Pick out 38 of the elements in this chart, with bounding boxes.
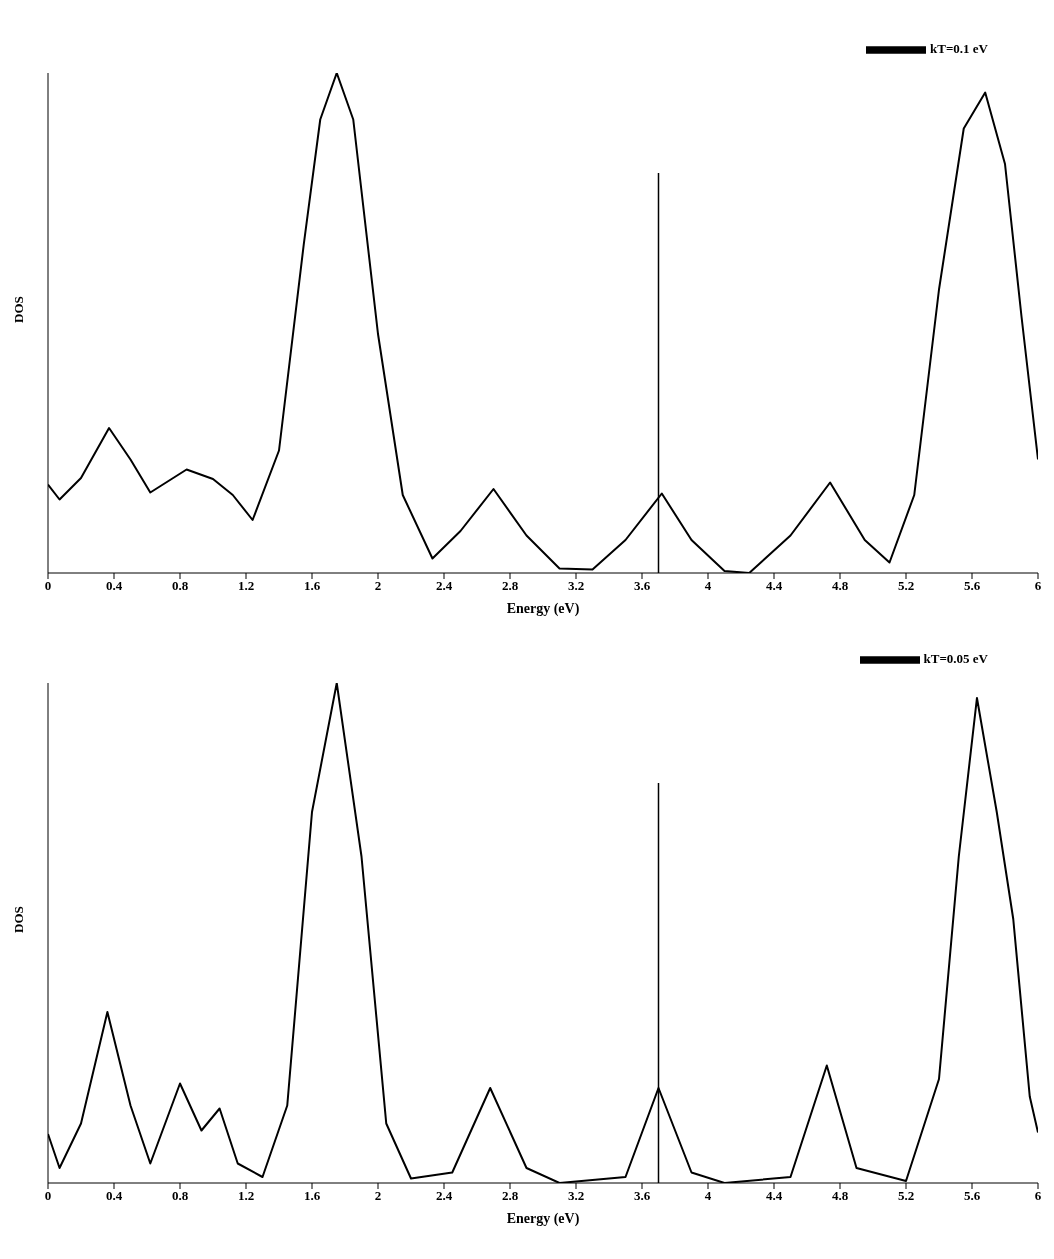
x-tick-label: 2.4	[435, 1188, 453, 1204]
legend-label: kT=0.05 eV	[923, 650, 988, 666]
x-tick-label: 4	[704, 1188, 712, 1204]
y-axis-title: DOS	[10, 906, 26, 933]
x-tick-label: 4.4	[765, 1188, 783, 1204]
x-axis-title: Energy (eV)	[506, 1211, 580, 1227]
x-tick-label: 3.2	[567, 578, 585, 594]
x-tick-label: 2.8	[501, 1188, 519, 1204]
x-tick-label: 2.8	[501, 578, 519, 594]
x-tick-label: 5.6	[963, 578, 981, 594]
x-axis-title: Energy (eV)	[506, 601, 580, 617]
x-tick-label: 5.2	[897, 1188, 915, 1204]
x-tick-label: 0.4	[105, 578, 123, 594]
x-tick-label: 0	[44, 1188, 52, 1204]
x-tick-label: 4.4	[765, 578, 783, 594]
x-tick-label: 5.6	[963, 1188, 981, 1204]
x-tick-label: 2	[374, 578, 382, 594]
x-tick-label: 4	[704, 578, 712, 594]
x-tick-label: 3.2	[567, 1188, 585, 1204]
x-tick-label: 1.2	[237, 578, 255, 594]
x-tick-label: 2.4	[435, 578, 453, 594]
x-tick-label: 3.6	[633, 1188, 651, 1204]
x-tick-label: 1.6	[303, 1188, 321, 1204]
x-tick-label: 4.8	[831, 578, 849, 594]
x-tick-label: 0	[44, 578, 52, 594]
x-tick-label: 0.8	[171, 1188, 189, 1204]
x-tick-label: 6	[1034, 578, 1042, 594]
x-tick-label: 6	[1034, 1188, 1042, 1204]
x-tick-label: 3.6	[633, 578, 651, 594]
y-axis-title: DOS	[10, 296, 26, 323]
legend-label: kT=0.1 eV	[930, 40, 988, 56]
x-tick-label: 2	[374, 1188, 382, 1204]
x-tick-label: 5.2	[897, 578, 915, 594]
x-tick-label: 0.8	[171, 578, 189, 594]
x-tick-label: 4.8	[831, 1188, 849, 1204]
x-tick-label: 1.2	[237, 1188, 255, 1204]
x-tick-label: 0.4	[105, 1188, 123, 1204]
x-tick-label: 1.6	[303, 578, 321, 594]
